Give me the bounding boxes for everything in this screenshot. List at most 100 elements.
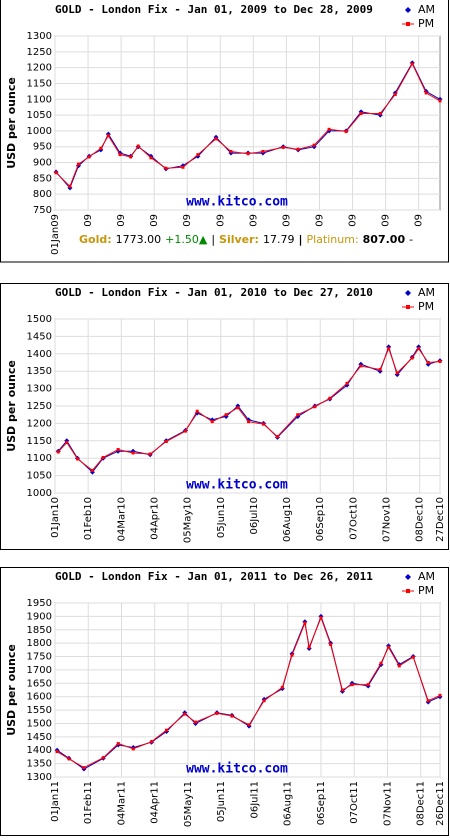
x-tick-label: 05May11 bbox=[183, 781, 194, 827]
x-tick-label: 06Jul10 bbox=[249, 497, 260, 535]
pm-marker bbox=[424, 91, 428, 95]
pm-marker bbox=[99, 146, 103, 150]
pm-marker bbox=[438, 99, 442, 103]
pm-marker bbox=[183, 429, 187, 433]
ticker-item: Platinum: bbox=[306, 233, 358, 246]
pm-marker bbox=[101, 756, 105, 760]
pm-marker bbox=[340, 688, 344, 692]
legend-marker bbox=[405, 7, 411, 13]
pm-marker bbox=[247, 723, 251, 727]
x-tick-label: 05Jun10 bbox=[216, 497, 227, 538]
x-tick-label: 09 bbox=[215, 214, 226, 227]
legend-marker bbox=[406, 22, 410, 26]
pm-marker bbox=[224, 413, 228, 417]
y-tick-label: 1300 bbox=[27, 772, 52, 783]
y-axis-label: USD per ounce bbox=[5, 77, 18, 169]
pm-marker bbox=[261, 149, 265, 153]
legend-label: PM bbox=[418, 17, 434, 30]
x-tick-label: 09 bbox=[281, 214, 292, 227]
pm-marker bbox=[350, 683, 354, 687]
pm-marker bbox=[313, 405, 317, 409]
x-tick-label: 09 bbox=[149, 214, 160, 227]
pm-marker bbox=[87, 155, 91, 159]
pm-marker bbox=[303, 621, 307, 625]
pm-marker bbox=[327, 127, 331, 131]
y-tick-label: 1050 bbox=[27, 471, 52, 482]
pm-marker bbox=[82, 766, 86, 770]
pm-marker bbox=[101, 456, 105, 460]
y-axis-label: USD per ounce bbox=[5, 360, 18, 452]
pm-marker bbox=[312, 143, 316, 147]
pm-marker bbox=[275, 435, 279, 439]
watermark: www.kitco.com bbox=[186, 478, 288, 493]
legend-marker bbox=[405, 574, 411, 580]
x-tick-label: 09 bbox=[381, 214, 392, 227]
y-tick-label: 1250 bbox=[27, 47, 52, 58]
x-tick-label: 27Dec10 bbox=[435, 497, 446, 542]
y-tick-label: 1000 bbox=[27, 488, 52, 499]
pm-marker bbox=[150, 740, 154, 744]
y-tick-label: 1450 bbox=[27, 732, 52, 743]
pm-marker bbox=[359, 364, 363, 368]
pm-marker bbox=[183, 712, 187, 716]
y-tick-label: 1050 bbox=[27, 110, 52, 121]
legend-marker bbox=[405, 290, 411, 296]
pm-marker bbox=[165, 728, 169, 732]
y-tick-label: 1450 bbox=[27, 331, 52, 342]
pm-marker bbox=[56, 450, 60, 454]
x-tick-label: 06Aug11 bbox=[283, 781, 294, 826]
legend-marker bbox=[406, 589, 410, 593]
y-tick-label: 1900 bbox=[27, 611, 52, 622]
x-tick-label: 09 bbox=[116, 214, 127, 227]
pm-marker bbox=[438, 359, 442, 363]
y-tick-label: 1500 bbox=[27, 314, 52, 325]
pm-marker bbox=[262, 422, 266, 426]
y-tick-label: 1750 bbox=[27, 652, 52, 663]
price-line bbox=[55, 62, 441, 188]
pm-marker bbox=[387, 347, 391, 351]
pm-marker bbox=[290, 653, 294, 657]
pm-marker bbox=[378, 367, 382, 371]
x-tick-label: 07Nov10 bbox=[382, 497, 393, 542]
pm-marker bbox=[195, 409, 199, 413]
pm-marker bbox=[411, 655, 415, 659]
pm-marker bbox=[328, 396, 332, 400]
x-tick-label: 09 bbox=[314, 214, 325, 227]
y-tick-label: 1550 bbox=[27, 705, 52, 716]
pm-marker bbox=[281, 145, 285, 149]
pm-marker bbox=[129, 155, 133, 159]
pm-marker bbox=[131, 747, 135, 751]
pm-marker bbox=[393, 93, 397, 97]
x-tick-label: 05May10 bbox=[183, 497, 194, 543]
y-tick-label: 1500 bbox=[27, 718, 52, 729]
pm-marker bbox=[438, 693, 442, 697]
x-tick-label: 04Mar11 bbox=[116, 781, 127, 825]
x-tick-label: 06Sep11 bbox=[316, 781, 327, 825]
ticker-item: 1773.00 bbox=[116, 233, 162, 246]
pm-marker bbox=[246, 152, 250, 156]
y-tick-label: 1800 bbox=[27, 638, 52, 649]
pm-marker bbox=[417, 347, 421, 351]
y-tick-label: 1200 bbox=[27, 418, 52, 429]
y-tick-label: 1300 bbox=[27, 384, 52, 395]
pm-marker bbox=[131, 451, 135, 455]
pm-marker bbox=[67, 757, 71, 761]
pm-marker bbox=[387, 645, 391, 649]
x-tick-label: 06Sep10 bbox=[315, 497, 326, 541]
pm-marker bbox=[68, 184, 72, 188]
y-tick-label: 1150 bbox=[27, 436, 52, 447]
y-tick-label: 1700 bbox=[27, 665, 52, 676]
y-tick-label: 900 bbox=[33, 158, 52, 169]
pm-marker bbox=[164, 166, 168, 170]
pm-marker bbox=[296, 413, 300, 417]
pm-marker bbox=[426, 699, 430, 703]
pm-marker bbox=[247, 420, 251, 424]
y-tick-label: 800 bbox=[33, 189, 52, 200]
pm-marker bbox=[55, 750, 59, 754]
y-tick-label: 1350 bbox=[27, 366, 52, 377]
pm-marker bbox=[116, 448, 120, 451]
x-tick-label: 07Oct10 bbox=[348, 497, 359, 540]
chart-title: GOLD - London Fix - Jan 01, 2010 to Dec … bbox=[55, 286, 373, 299]
legend-label: AM bbox=[418, 570, 435, 583]
